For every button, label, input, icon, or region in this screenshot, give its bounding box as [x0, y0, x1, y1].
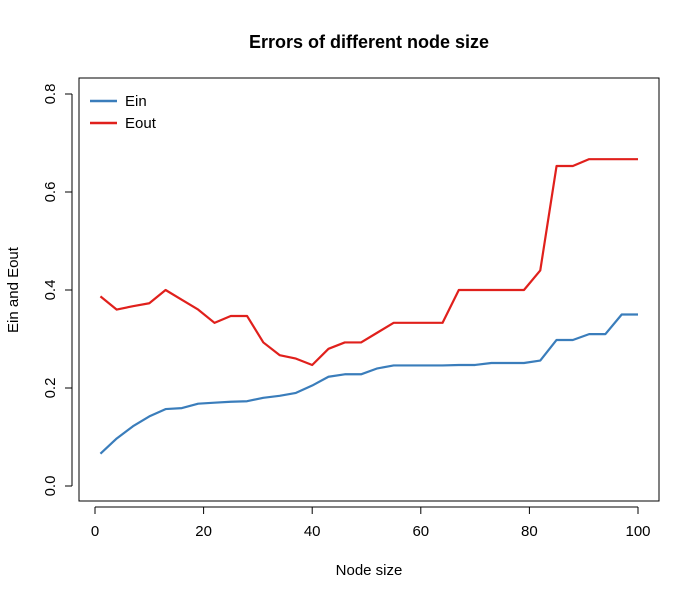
- series-line-ein: [99, 313, 638, 455]
- y-tick-label: 0.2: [42, 378, 59, 399]
- legend-label-ein: Ein: [125, 93, 147, 110]
- x-axis-label: Node size: [336, 562, 403, 579]
- y-tick-label: 0.8: [42, 84, 59, 105]
- x-tick-label: 40: [304, 523, 321, 540]
- legend: Ein Eout: [90, 93, 157, 132]
- x-axis: 0 20 40 60 80 100: [91, 506, 651, 540]
- y-tick-label: 0.0: [42, 476, 59, 497]
- x-tick-label: 100: [625, 523, 650, 540]
- x-tick-label: 0: [91, 523, 99, 540]
- y-axis: 0.0 0.2 0.4 0.6 0.8: [42, 84, 73, 497]
- plot-frame: [78, 77, 660, 502]
- series-layer: [99, 158, 638, 455]
- series-line-eout: [99, 158, 638, 367]
- y-tick-label: 0.4: [42, 280, 59, 301]
- y-tick-label: 0.6: [42, 182, 59, 203]
- y-axis-label: Ein and Eout: [5, 246, 22, 333]
- x-tick-label: 60: [412, 523, 429, 540]
- x-tick-label: 80: [521, 523, 538, 540]
- x-tick-label: 20: [195, 523, 212, 540]
- legend-label-eout: Eout: [125, 115, 157, 132]
- chart-title: Errors of different node size: [249, 32, 489, 52]
